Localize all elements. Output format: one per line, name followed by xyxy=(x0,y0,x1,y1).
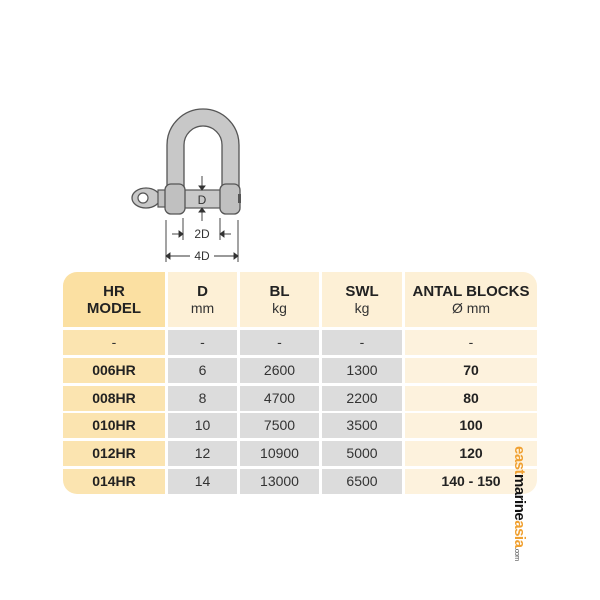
header-sub: mm xyxy=(190,299,215,316)
pin-label: D xyxy=(198,193,207,207)
table-cell: 1300 xyxy=(322,358,402,383)
table-cell: - xyxy=(322,330,402,355)
table-cell: 10900 xyxy=(240,441,319,466)
header-title: BL xyxy=(269,282,290,300)
table-cell: 2600 xyxy=(240,358,319,383)
header-sub: Ø mm xyxy=(451,299,491,316)
table-cell: 6 xyxy=(168,358,237,383)
table-cell: 006HR xyxy=(63,358,165,383)
table-cell: 70 xyxy=(405,358,537,383)
table-cell: - xyxy=(405,330,537,355)
header-title: SWL xyxy=(345,282,379,300)
table-cell: 6500 xyxy=(322,469,402,494)
table-cell: 012HR xyxy=(63,441,165,466)
table-cell: 008HR xyxy=(63,386,165,411)
column-header: SWL kg xyxy=(322,272,402,327)
table-cell: 13000 xyxy=(240,469,319,494)
table-cell: 10 xyxy=(168,413,237,438)
column-header: BL kg xyxy=(240,272,319,327)
table-cell: 3500 xyxy=(322,413,402,438)
table-cell: 140 - 150 xyxy=(405,469,537,494)
table-cell: 12 xyxy=(168,441,237,466)
header-title: HR xyxy=(103,282,125,300)
column-header: HR MODEL xyxy=(63,272,165,327)
table-cell: 100 xyxy=(405,413,537,438)
table-cell: 014HR xyxy=(63,469,165,494)
table-cell: 2200 xyxy=(322,386,402,411)
outer-width-label: 4D xyxy=(194,249,210,263)
inner-width-label: 2D xyxy=(194,227,210,241)
header-title: ANTAL BLOCKS xyxy=(412,282,530,300)
table-cell: 5000 xyxy=(322,441,402,466)
table-cell: - xyxy=(63,330,165,355)
table-cell: - xyxy=(240,330,319,355)
table-cell: 8 xyxy=(168,386,237,411)
header-title: D xyxy=(197,282,208,300)
column-header: ANTAL BLOCKS Ø mm xyxy=(405,272,537,327)
table-cell: 7500 xyxy=(240,413,319,438)
table-cell: 4700 xyxy=(240,386,319,411)
shackle-diagram: D 2D 4D xyxy=(131,108,241,263)
table-cell: 010HR xyxy=(63,413,165,438)
watermark-logo: eastmarineasia.com xyxy=(511,446,528,561)
header-sub: MODEL xyxy=(86,299,142,317)
shackle-bow xyxy=(166,108,240,196)
header-sub: kg xyxy=(354,299,370,316)
table-cell: 80 xyxy=(405,386,537,411)
header-sub: kg xyxy=(272,299,287,316)
table-cell: - xyxy=(168,330,237,355)
table-cell: 14 xyxy=(168,469,237,494)
table-cell: 120 xyxy=(405,441,537,466)
